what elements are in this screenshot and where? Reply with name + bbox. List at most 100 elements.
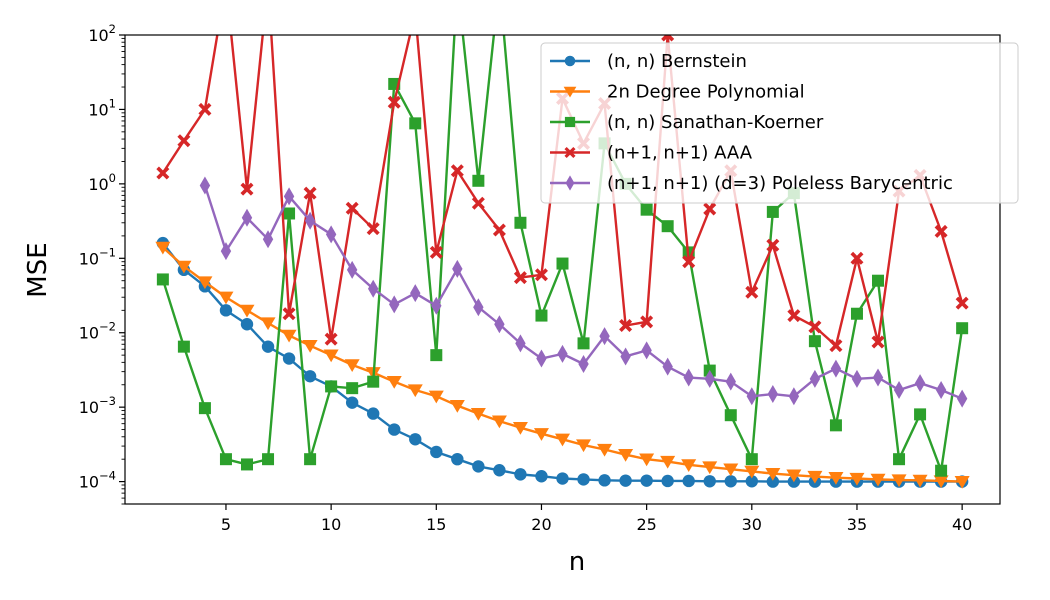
data-point xyxy=(618,449,634,462)
data-point xyxy=(682,255,696,269)
data-point xyxy=(303,186,317,200)
data-point xyxy=(746,387,758,406)
x-tick-label: 30 xyxy=(742,515,762,534)
data-point xyxy=(492,223,506,237)
series-2 xyxy=(155,241,970,489)
data-point xyxy=(830,359,842,378)
data-point xyxy=(872,368,884,387)
data-point xyxy=(745,285,759,299)
data-point xyxy=(304,453,317,466)
data-point xyxy=(283,187,295,206)
data-point xyxy=(282,352,296,365)
legend-label: (n, n) Bernstein xyxy=(607,51,747,72)
data-point xyxy=(954,475,970,489)
data-point xyxy=(661,35,675,42)
data-point xyxy=(281,329,297,343)
data-point xyxy=(491,415,507,429)
data-point xyxy=(535,309,548,322)
data-point xyxy=(851,369,863,388)
data-point xyxy=(786,469,802,483)
legend-marker xyxy=(563,86,577,98)
y-axis: 10−4 10−3 10−2 10−1 100 101 102 xyxy=(79,22,125,505)
legend-marker xyxy=(564,55,576,67)
data-point xyxy=(597,443,613,457)
data-point xyxy=(765,467,781,481)
data-point xyxy=(704,369,715,388)
data-point xyxy=(935,381,947,400)
data-point xyxy=(302,340,318,353)
data-point xyxy=(471,196,485,210)
data-point xyxy=(409,6,422,19)
data-point xyxy=(849,472,865,486)
data-point xyxy=(724,475,737,488)
data-point xyxy=(535,470,548,483)
legend-frame xyxy=(540,42,1019,204)
data-point xyxy=(641,341,652,360)
data-point xyxy=(389,295,400,314)
data-point xyxy=(767,385,779,404)
data-point xyxy=(557,344,568,363)
data-point xyxy=(766,205,779,218)
data-point xyxy=(452,259,463,278)
y-tick-label: 10−4 xyxy=(79,469,116,492)
data-point xyxy=(809,369,821,388)
data-point xyxy=(346,260,358,279)
data-point xyxy=(514,468,527,481)
data-point xyxy=(218,291,234,305)
data-point xyxy=(470,407,486,421)
y-axis-label: MSE xyxy=(23,242,53,297)
data-point xyxy=(850,307,863,320)
data-point xyxy=(912,474,928,488)
series-5 xyxy=(199,176,968,408)
data-point xyxy=(829,339,843,353)
data-point xyxy=(198,402,211,415)
data-point xyxy=(893,453,906,466)
data-point xyxy=(493,464,506,477)
data-point xyxy=(808,335,821,348)
y-tick-label: 100 xyxy=(88,171,116,194)
legend-item: (n, n) Sanathan-Koerner xyxy=(550,112,824,133)
data-point xyxy=(241,208,253,227)
data-point xyxy=(239,304,255,318)
legend-label: 2n Degree Polynomial xyxy=(607,82,805,103)
data-point xyxy=(346,382,359,395)
data-point xyxy=(366,222,380,236)
data-point xyxy=(871,335,885,349)
data-point xyxy=(407,384,423,398)
data-point xyxy=(514,216,527,229)
data-point xyxy=(870,473,886,487)
x-tick-label: 35 xyxy=(847,515,867,534)
x-tick-label: 20 xyxy=(531,515,551,534)
data-point xyxy=(324,332,338,346)
data-point xyxy=(262,453,275,466)
y-tick-label: 10−1 xyxy=(79,245,116,268)
data-point xyxy=(533,428,549,441)
data-point xyxy=(240,318,254,331)
legend-marker xyxy=(564,146,576,159)
x-tick-label: 25 xyxy=(636,515,656,534)
x-tick-label: 15 xyxy=(426,515,446,534)
data-point xyxy=(325,225,337,244)
data-point xyxy=(660,455,676,469)
data-point xyxy=(156,166,170,180)
data-point xyxy=(933,475,949,489)
data-point xyxy=(323,349,339,363)
legend-marker xyxy=(564,116,576,128)
data-point xyxy=(661,220,674,233)
data-point xyxy=(261,340,275,353)
data-point xyxy=(409,117,422,130)
data-point xyxy=(578,355,589,374)
data-point xyxy=(386,376,402,389)
data-point xyxy=(640,315,654,329)
data-point xyxy=(787,309,801,323)
legend-label: (n+1, n+1) AAA xyxy=(607,143,753,164)
data-point xyxy=(219,304,233,317)
data-point xyxy=(345,201,359,215)
data-point xyxy=(640,203,653,216)
data-point xyxy=(807,470,823,484)
data-point xyxy=(766,238,780,252)
data-point xyxy=(388,423,401,436)
data-point xyxy=(934,224,948,238)
data-point xyxy=(556,257,569,270)
data-point xyxy=(577,337,590,350)
